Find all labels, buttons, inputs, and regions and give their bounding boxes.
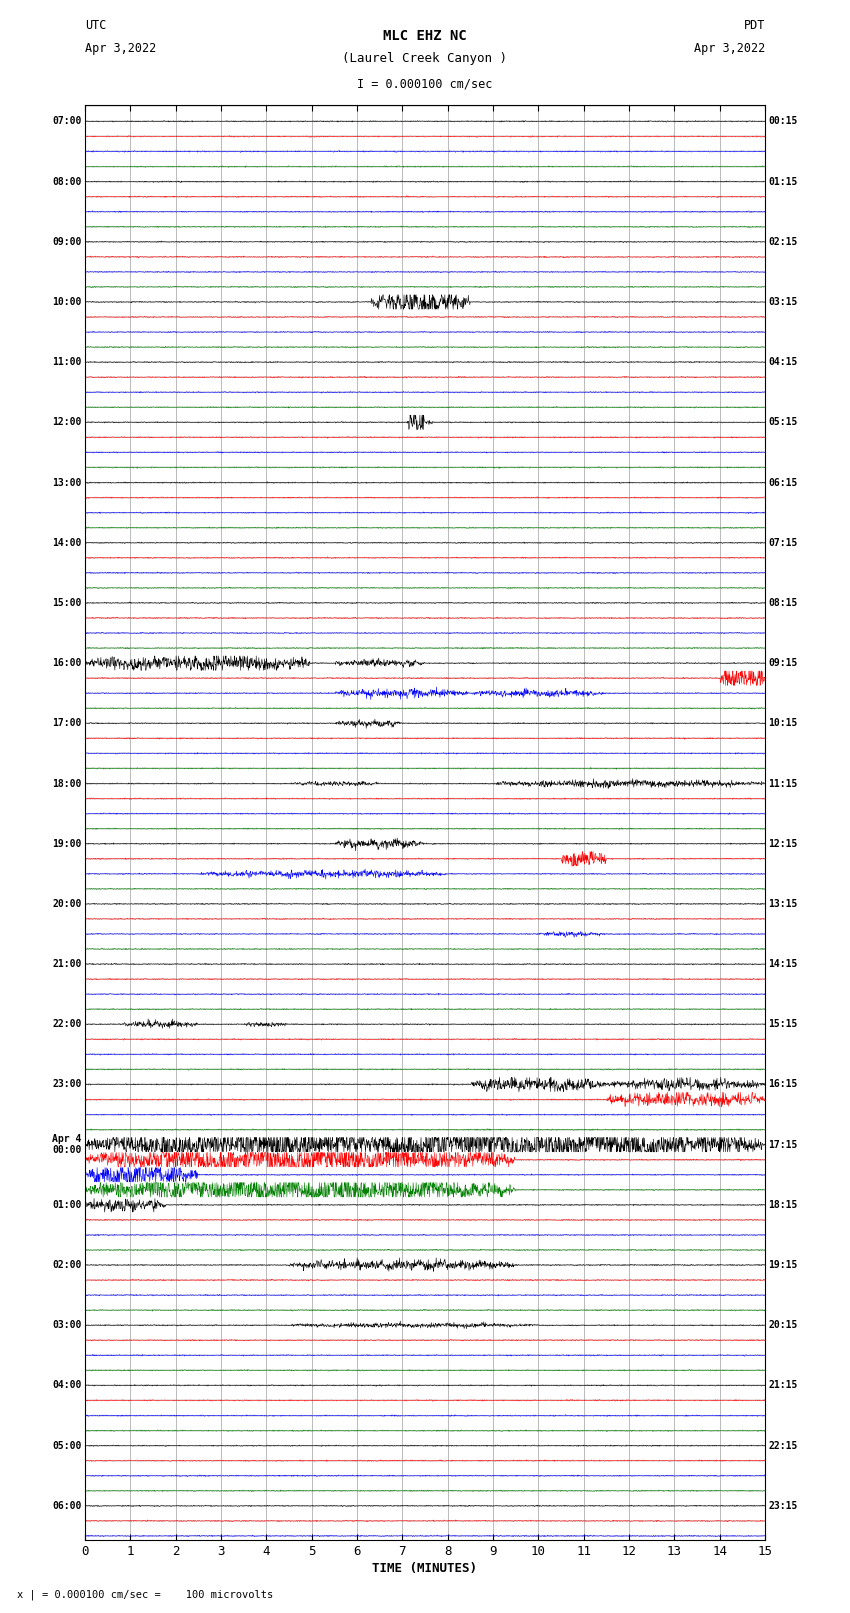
Text: 18:15: 18:15: [768, 1200, 798, 1210]
Text: 19:00: 19:00: [52, 839, 82, 848]
Text: 14:00: 14:00: [52, 537, 82, 548]
Text: 10:00: 10:00: [52, 297, 82, 306]
Text: 07:00: 07:00: [52, 116, 82, 126]
Text: 00:15: 00:15: [768, 116, 798, 126]
Text: 16:00: 16:00: [52, 658, 82, 668]
Text: 15:15: 15:15: [768, 1019, 798, 1029]
Text: 17:15: 17:15: [768, 1140, 798, 1150]
Text: 03:00: 03:00: [52, 1319, 82, 1331]
Text: 10:15: 10:15: [768, 718, 798, 729]
Text: 09:00: 09:00: [52, 237, 82, 247]
Text: 06:00: 06:00: [52, 1500, 82, 1511]
Text: 13:00: 13:00: [52, 477, 82, 487]
X-axis label: TIME (MINUTES): TIME (MINUTES): [372, 1563, 478, 1576]
Text: (Laurel Creek Canyon ): (Laurel Creek Canyon ): [343, 52, 507, 65]
Text: 08:00: 08:00: [52, 176, 82, 187]
Text: 02:00: 02:00: [52, 1260, 82, 1269]
Text: 22:15: 22:15: [768, 1440, 798, 1450]
Text: 23:15: 23:15: [768, 1500, 798, 1511]
Text: 05:00: 05:00: [52, 1440, 82, 1450]
Text: 20:15: 20:15: [768, 1319, 798, 1331]
Text: 03:15: 03:15: [768, 297, 798, 306]
Text: 11:00: 11:00: [52, 356, 82, 368]
Text: 02:15: 02:15: [768, 237, 798, 247]
Text: 08:15: 08:15: [768, 598, 798, 608]
Text: 07:15: 07:15: [768, 537, 798, 548]
Text: UTC: UTC: [85, 19, 106, 32]
Text: Apr 3,2022: Apr 3,2022: [85, 42, 156, 55]
Text: 12:15: 12:15: [768, 839, 798, 848]
Text: PDT: PDT: [744, 19, 765, 32]
Text: 15:00: 15:00: [52, 598, 82, 608]
Text: 20:00: 20:00: [52, 898, 82, 908]
Text: 23:00: 23:00: [52, 1079, 82, 1089]
Text: 18:00: 18:00: [52, 779, 82, 789]
Text: 16:15: 16:15: [768, 1079, 798, 1089]
Text: 13:15: 13:15: [768, 898, 798, 908]
Text: Apr 4
00:00: Apr 4 00:00: [52, 1134, 82, 1155]
Text: 21:15: 21:15: [768, 1381, 798, 1390]
Text: 09:15: 09:15: [768, 658, 798, 668]
Text: I = 0.000100 cm/sec: I = 0.000100 cm/sec: [357, 77, 493, 90]
Text: 21:00: 21:00: [52, 960, 82, 969]
Text: 19:15: 19:15: [768, 1260, 798, 1269]
Text: 01:00: 01:00: [52, 1200, 82, 1210]
Text: 04:00: 04:00: [52, 1381, 82, 1390]
Text: 22:00: 22:00: [52, 1019, 82, 1029]
Text: x | = 0.000100 cm/sec =    100 microvolts: x | = 0.000100 cm/sec = 100 microvolts: [17, 1589, 273, 1600]
Text: 11:15: 11:15: [768, 779, 798, 789]
Text: Apr 3,2022: Apr 3,2022: [694, 42, 765, 55]
Text: 01:15: 01:15: [768, 176, 798, 187]
Text: 12:00: 12:00: [52, 418, 82, 427]
Text: 17:00: 17:00: [52, 718, 82, 729]
Text: 05:15: 05:15: [768, 418, 798, 427]
Text: 04:15: 04:15: [768, 356, 798, 368]
Text: 06:15: 06:15: [768, 477, 798, 487]
Text: MLC EHZ NC: MLC EHZ NC: [383, 29, 467, 44]
Text: 14:15: 14:15: [768, 960, 798, 969]
